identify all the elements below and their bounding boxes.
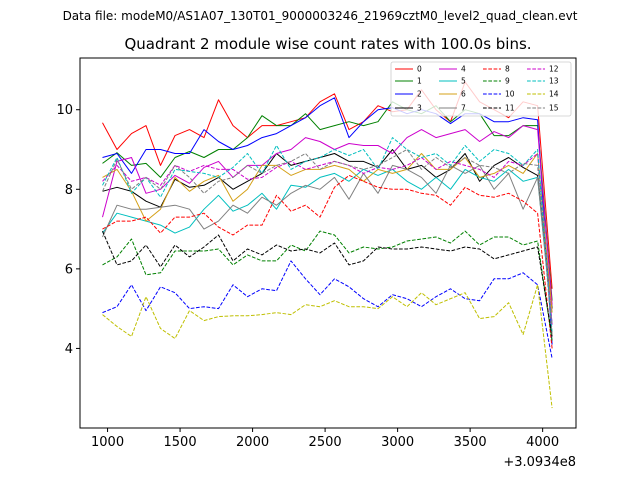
legend-label-4: 4 xyxy=(461,65,466,74)
legend-label-14: 14 xyxy=(549,90,559,99)
legend-label-6: 6 xyxy=(461,90,466,99)
series-line-13 xyxy=(102,137,553,333)
legend-label-10: 10 xyxy=(505,90,515,99)
x-tick-label: 3000 xyxy=(381,435,414,450)
legend-label-15: 15 xyxy=(549,104,559,113)
series-line-15 xyxy=(102,149,553,335)
x-tick-label: 2500 xyxy=(309,435,342,450)
series-line-11 xyxy=(102,230,553,337)
series-line-3 xyxy=(102,149,553,309)
series-layer xyxy=(102,81,553,409)
x-tick-label: 4000 xyxy=(526,435,559,450)
y-tick-label: 10 xyxy=(56,103,73,118)
y-tick-label: 4 xyxy=(65,342,73,357)
legend-label-11: 11 xyxy=(505,104,515,113)
series-line-12 xyxy=(102,153,553,325)
series-line-7 xyxy=(102,164,553,325)
series-line-5 xyxy=(102,168,553,325)
plot-area xyxy=(80,58,576,428)
x-tick-label: 3500 xyxy=(454,435,487,450)
legend-label-8: 8 xyxy=(505,65,510,74)
legend-label-2: 2 xyxy=(417,90,422,99)
y-tick-label: 8 xyxy=(65,183,73,198)
legend-label-13: 13 xyxy=(549,77,559,86)
legend-label-3: 3 xyxy=(417,104,422,113)
legend-box xyxy=(390,61,572,117)
legend-label-7: 7 xyxy=(461,104,466,113)
series-line-8 xyxy=(102,174,553,349)
x-tick-label: 1500 xyxy=(164,435,197,450)
legend-label-12: 12 xyxy=(549,65,559,74)
series-line-9 xyxy=(102,230,553,341)
y-axis: 4 6 8 10 xyxy=(56,103,80,357)
series-line-6 xyxy=(102,153,553,313)
chart-suptitle: Data file: modeM0/AS1A07_130T01_90000032… xyxy=(63,9,578,23)
legend-label-1: 1 xyxy=(417,77,422,86)
legend-label-9: 9 xyxy=(505,77,510,86)
x-tick-label: 2000 xyxy=(236,435,269,450)
legend-label-0: 0 xyxy=(417,65,422,74)
axes-frame xyxy=(79,57,577,429)
x-tick-label: 1000 xyxy=(91,435,124,450)
x-offset-label: +3.0934e8 xyxy=(503,455,576,470)
legend-label-5: 5 xyxy=(461,77,466,86)
y-tick-label: 6 xyxy=(65,262,73,277)
series-line-4 xyxy=(102,125,553,305)
x-axis: 1000 1500 2000 2500 3000 3500 4000 xyxy=(91,428,559,450)
chart-title: Quadrant 2 module wise count rates with … xyxy=(124,35,531,53)
series-line-14 xyxy=(102,284,553,409)
series-line-10 xyxy=(102,260,553,359)
